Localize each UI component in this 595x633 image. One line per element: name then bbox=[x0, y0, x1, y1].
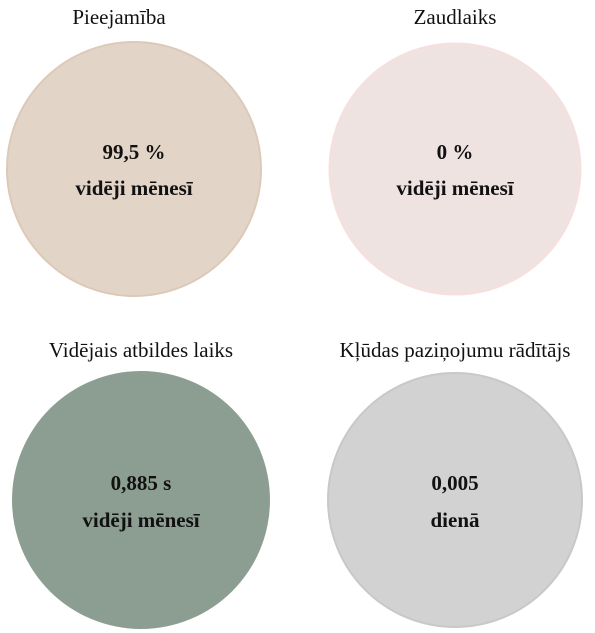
note: vidēji mēnesī bbox=[75, 176, 193, 200]
value: 0,885 s bbox=[111, 471, 172, 495]
value: 0,005 bbox=[431, 471, 478, 495]
note: vidēji mēnesī bbox=[396, 176, 514, 200]
circle bbox=[6, 41, 262, 297]
card-title: Pieejamība bbox=[72, 5, 166, 29]
card-title: Zaudlaiks bbox=[414, 5, 497, 29]
circle bbox=[327, 372, 583, 628]
card-title: Vidējais atbildes laiks bbox=[49, 338, 233, 362]
note: dienā bbox=[430, 508, 480, 532]
card-title: Kļūdas paziņojumu rādītājs bbox=[340, 338, 571, 362]
value: 0 % bbox=[437, 140, 474, 164]
note: vidēji mēnesī bbox=[82, 508, 200, 532]
circle bbox=[328, 42, 582, 296]
circle bbox=[12, 371, 270, 629]
value: 99,5 % bbox=[103, 140, 166, 164]
